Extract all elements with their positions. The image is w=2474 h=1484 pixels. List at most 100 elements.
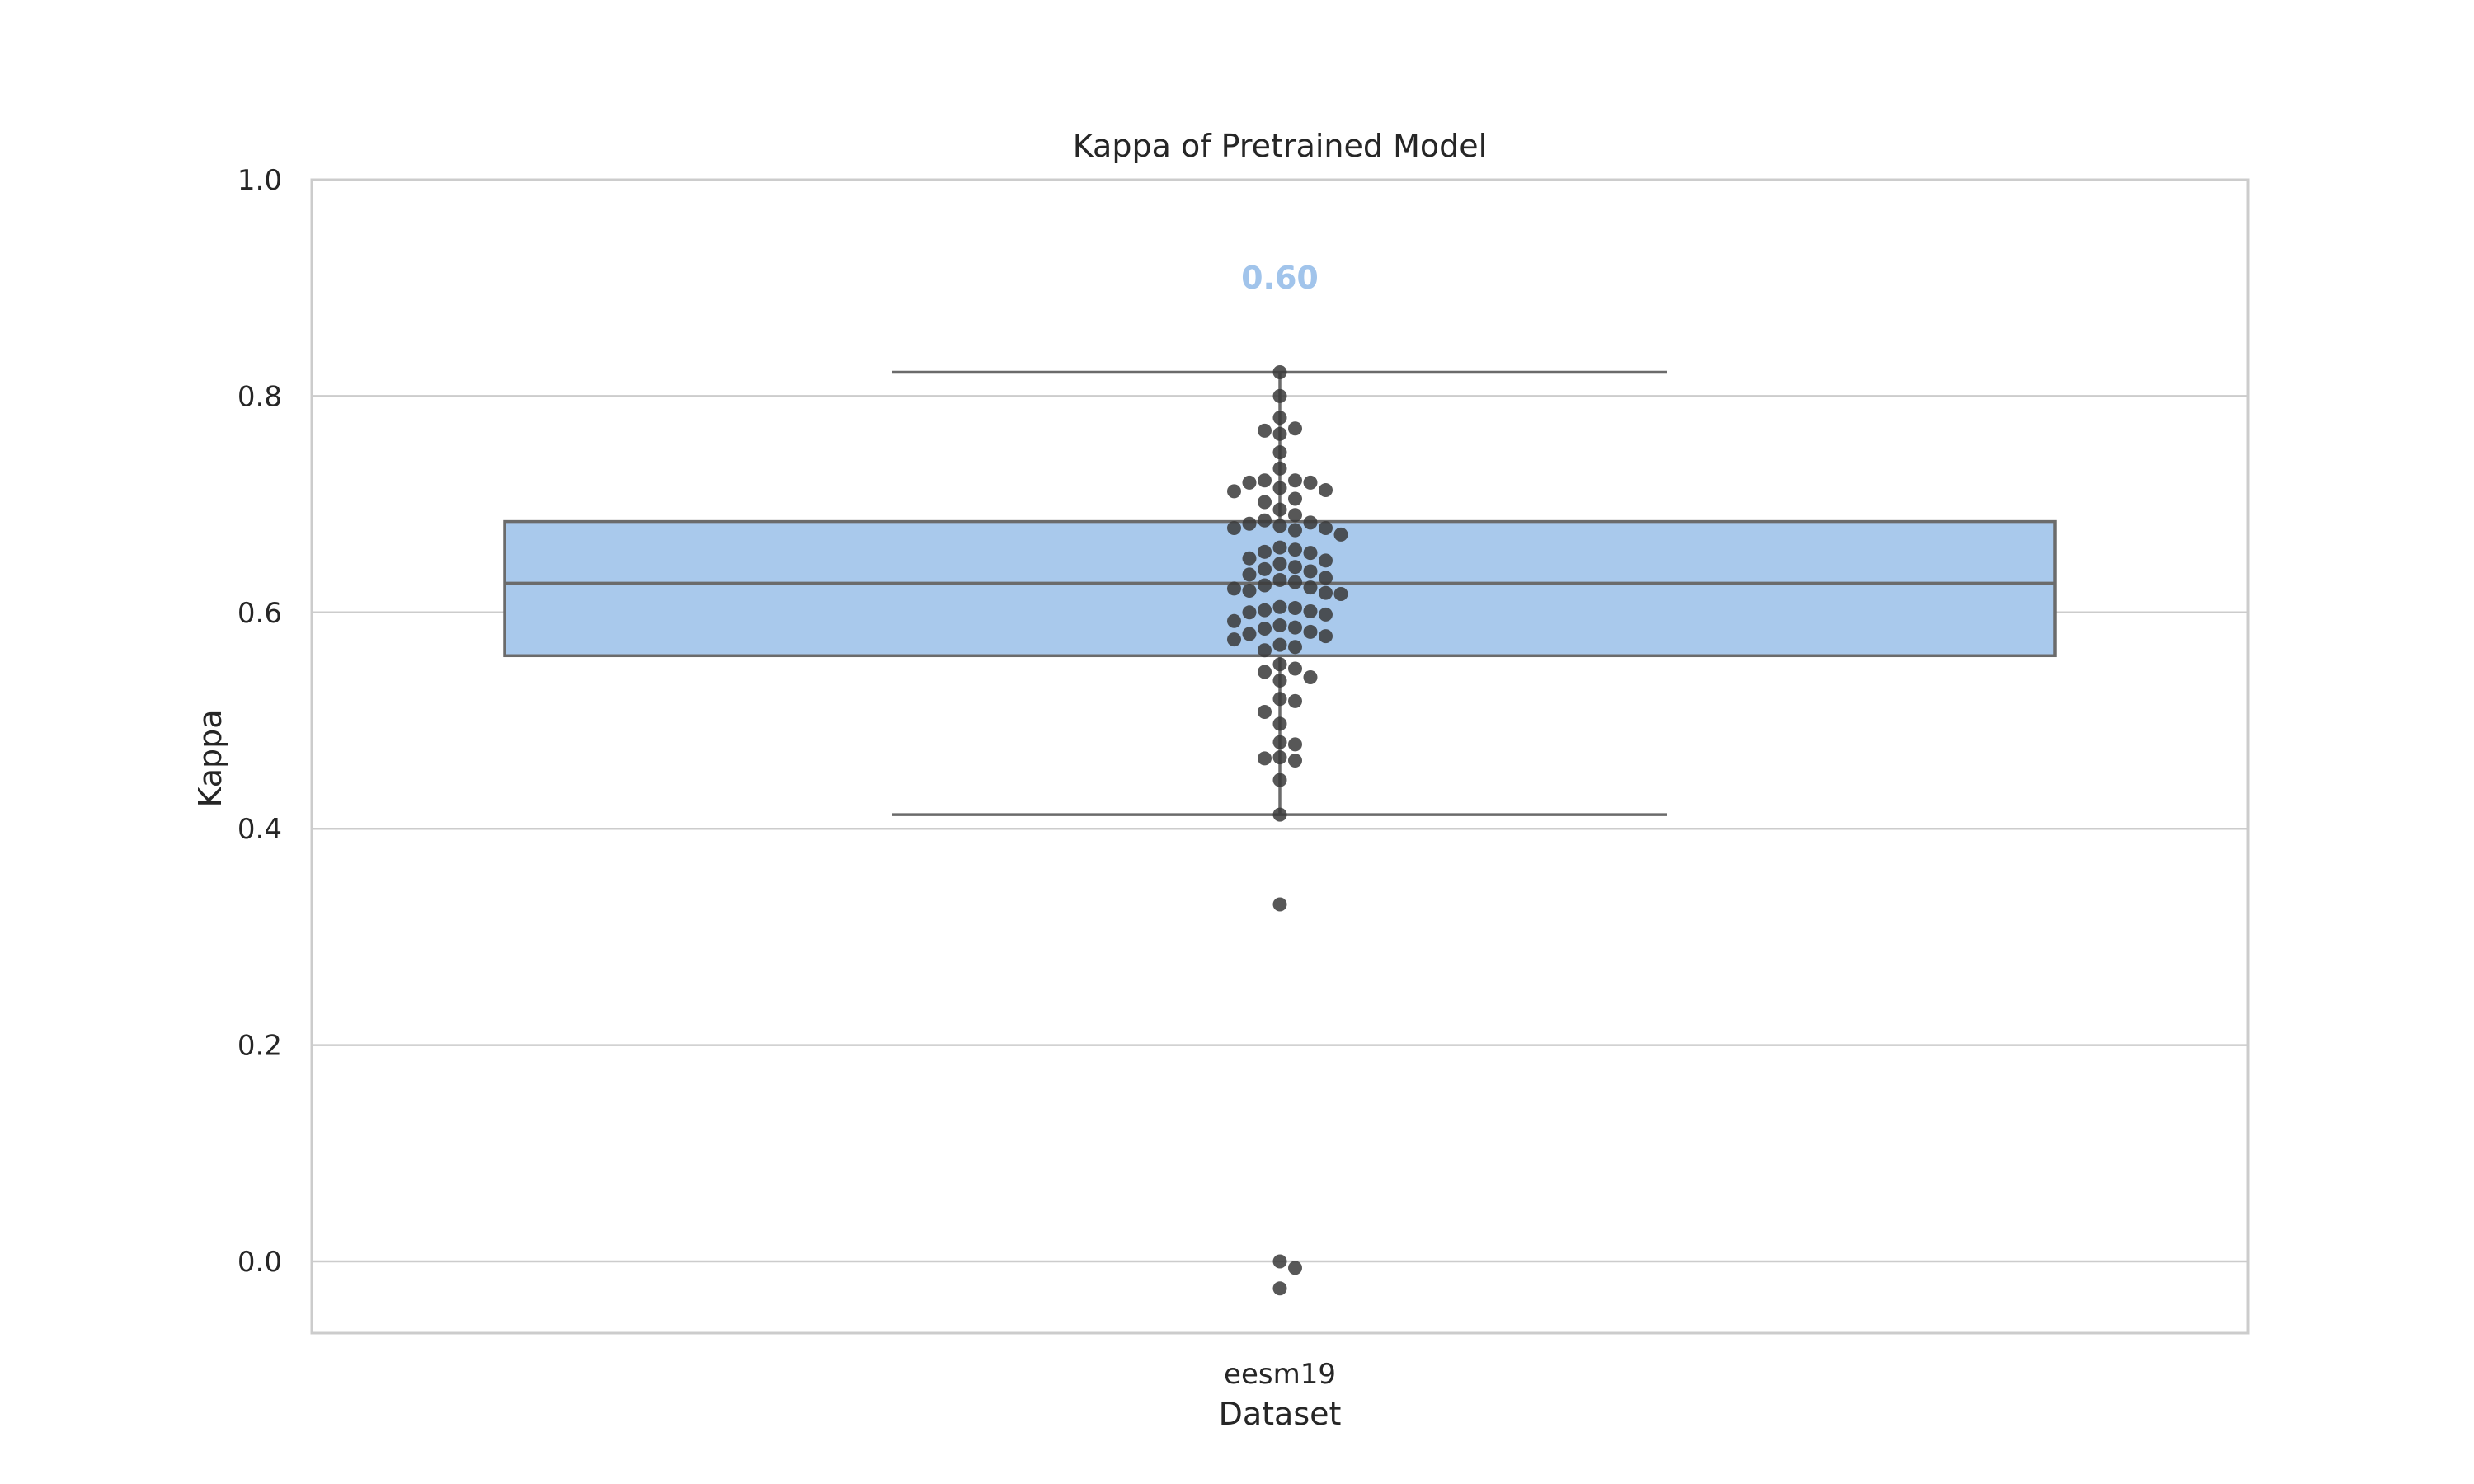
data-point: [1258, 603, 1272, 618]
data-point: [1272, 572, 1287, 587]
data-point: [1288, 473, 1302, 488]
data-point: [1288, 661, 1302, 676]
data-point: [1258, 495, 1272, 510]
data-point: [1303, 624, 1318, 639]
data-point: [1242, 551, 1257, 566]
data-point: [1288, 421, 1302, 436]
data-point: [1242, 475, 1257, 490]
data-point: [1303, 670, 1318, 685]
data-point: [1227, 520, 1241, 535]
data-point: [1258, 578, 1272, 593]
data-point: [1272, 1281, 1287, 1296]
median-annotation: 0.60: [1241, 260, 1319, 296]
data-point: [1272, 481, 1287, 495]
data-point: [1319, 553, 1333, 568]
data-point: [1303, 515, 1318, 530]
data-point: [1272, 426, 1287, 441]
data-point: [1272, 599, 1287, 614]
chart-title: Kappa of Pretrained Model: [1073, 128, 1487, 164]
data-point: [1288, 601, 1302, 616]
data-point: [1288, 693, 1302, 708]
data-point: [1272, 365, 1287, 380]
data-point: [1258, 561, 1272, 576]
points-layer: [1227, 365, 1348, 1296]
data-point: [1272, 673, 1287, 688]
axes-layer: 0.0 0.2 0.4 0.6 0.8 1.0 eesm19: [238, 164, 2250, 1391]
data-point: [1227, 484, 1241, 499]
y-tick-label: 0.4: [238, 813, 282, 846]
data-point: [1288, 560, 1302, 575]
x-axis-label: Dataset: [1219, 1396, 1342, 1432]
data-point: [1333, 527, 1348, 542]
data-point: [1258, 705, 1272, 720]
data-point: [1319, 585, 1333, 600]
data-point: [1242, 567, 1257, 582]
data-point: [1227, 613, 1241, 628]
data-point: [1319, 483, 1333, 498]
data-point: [1272, 773, 1287, 787]
data-point: [1288, 542, 1302, 557]
data-point: [1258, 665, 1272, 679]
data-point: [1242, 516, 1257, 531]
data-point: [1272, 461, 1287, 476]
y-tick-label: 0.8: [238, 380, 282, 413]
data-point: [1272, 388, 1287, 403]
y-axis-label: Kappa: [192, 709, 228, 807]
data-point: [1288, 640, 1302, 655]
data-point: [1288, 737, 1302, 752]
data-point: [1319, 520, 1333, 535]
data-point: [1272, 502, 1287, 517]
data-point: [1272, 716, 1287, 731]
data-point: [1272, 618, 1287, 633]
data-point: [1303, 546, 1318, 561]
data-point: [1258, 423, 1272, 438]
data-point: [1242, 605, 1257, 620]
data-point: [1258, 751, 1272, 766]
data-point: [1288, 491, 1302, 506]
data-point: [1272, 519, 1287, 533]
data-point: [1258, 544, 1272, 559]
data-point: [1258, 621, 1272, 636]
data-point: [1272, 750, 1287, 765]
data-point: [1272, 637, 1287, 652]
data-point: [1272, 657, 1287, 672]
data-point: [1272, 1254, 1287, 1269]
data-point: [1258, 473, 1272, 488]
data-point: [1258, 513, 1272, 528]
data-point: [1319, 629, 1333, 644]
data-point: [1272, 540, 1287, 555]
data-point: [1319, 571, 1333, 585]
y-tick-label: 0.0: [238, 1246, 282, 1279]
data-point: [1242, 584, 1257, 599]
data-point: [1288, 523, 1302, 538]
data-point: [1272, 807, 1287, 822]
data-point: [1288, 620, 1302, 635]
data-point: [1272, 411, 1287, 425]
y-tick-label: 0.6: [238, 597, 282, 630]
data-point: [1258, 643, 1272, 658]
data-point: [1227, 632, 1241, 647]
data-point: [1303, 603, 1318, 618]
data-point: [1272, 445, 1287, 460]
data-point: [1333, 586, 1348, 601]
x-tick-label: eesm19: [1224, 1358, 1336, 1391]
y-tick-label: 0.2: [238, 1030, 282, 1063]
data-point: [1242, 627, 1257, 641]
plot-frame: [310, 178, 2250, 1335]
data-point: [1288, 575, 1302, 589]
data-point: [1288, 508, 1302, 523]
data-point: [1272, 897, 1287, 912]
data-point: [1303, 475, 1318, 490]
data-point: [1288, 754, 1302, 768]
y-tick-label: 1.0: [238, 164, 282, 197]
data-point: [1272, 556, 1287, 571]
data-point: [1319, 607, 1333, 622]
data-point: [1272, 692, 1287, 707]
data-point: [1272, 735, 1287, 749]
data-point: [1288, 1261, 1302, 1275]
data-point: [1303, 564, 1318, 579]
data-point: [1227, 581, 1241, 596]
